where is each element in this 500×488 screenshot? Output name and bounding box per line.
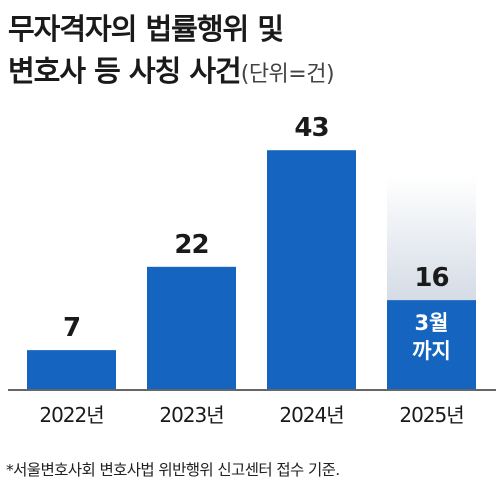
value-label-2024년: 43 <box>294 113 328 143</box>
bar-2025년 <box>387 300 476 389</box>
x-tick-label-2022년: 2022년 <box>39 403 103 427</box>
x-tick-label-2025년: 2025년 <box>399 403 463 427</box>
x-tick-label-2024년: 2024년 <box>279 403 343 427</box>
source-footnote: *서울변호사회 변호사법 위반행위 신고센터 접수 기준. <box>6 461 340 479</box>
value-label-2025년: 16 <box>414 263 448 293</box>
chart-title-line-2: 변호사 등 사칭 사건(단위=건) <box>8 48 335 90</box>
bar-2022년 <box>27 350 116 389</box>
x-tick-label-2023년: 2023년 <box>159 403 223 427</box>
bar-2024년 <box>267 150 356 389</box>
unit-label: (단위=건) <box>240 62 335 87</box>
bar-2023년 <box>147 266 236 389</box>
partial-note-0: 3월 <box>415 311 449 335</box>
chart-title: 무자격자의 법률행위 및 <box>8 6 284 48</box>
title-line-2: 변호사 등 사칭 사건 <box>8 54 242 88</box>
value-label-2022년: 7 <box>63 313 80 343</box>
title-line-1: 무자격자의 법률행위 및 <box>8 12 284 46</box>
value-label-2023년: 22 <box>174 230 208 260</box>
partial-note-1: 까지 <box>412 339 451 363</box>
